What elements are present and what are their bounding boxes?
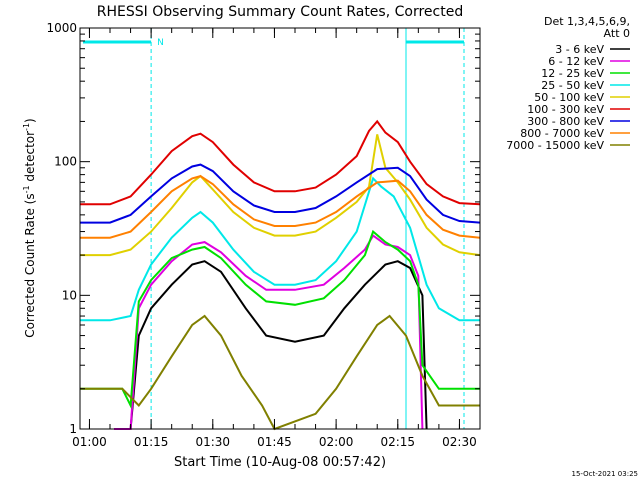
x-tick-label: 01:45 xyxy=(257,435,292,449)
y-axis: 1 10 100 1000 xyxy=(46,21,480,436)
y-tick-label: 1000 xyxy=(46,21,77,35)
footer-timestamp: 15-Oct-2021 03:25 xyxy=(572,470,638,478)
x-axis: 01:00 01:15 01:30 01:45 02:00 02:15 02:30 xyxy=(72,28,481,449)
legend-label: 800 - 7000 keV xyxy=(520,127,604,140)
y-label-text: detector xyxy=(23,131,37,186)
legend-header-line-1: Det 1,3,4,5,6,9, xyxy=(544,15,630,28)
legend-label: 3 - 6 keV xyxy=(555,43,604,56)
series-line-4 xyxy=(80,176,480,322)
night-marker-label: N xyxy=(157,38,164,48)
x-tick-label: 02:30 xyxy=(442,435,477,449)
legend-label: 25 - 50 keV xyxy=(541,79,604,92)
chart-title: RHESSI Observing Summary Count Rates, Co… xyxy=(97,4,463,20)
y-tick-label: 10 xyxy=(62,288,77,302)
series-line-8 xyxy=(80,175,481,239)
legend-label: 6 - 12 keV xyxy=(548,55,604,68)
legend-label: 50 - 100 keV xyxy=(534,91,604,104)
plot-frame xyxy=(79,27,481,430)
night-markers: N xyxy=(83,28,465,429)
series-line-5 xyxy=(80,134,481,257)
y-tick-label: 1 xyxy=(69,422,77,436)
y-label-superscript: -1 xyxy=(22,123,31,131)
y-tick-label: 100 xyxy=(54,155,77,169)
series-line-3 xyxy=(80,229,480,410)
y-label-superscript: -1 xyxy=(22,185,31,193)
x-tick-label: 02:00 xyxy=(319,435,354,449)
series-layer xyxy=(80,119,481,431)
legend-header-line-2: Att 0 xyxy=(604,27,630,40)
plot-area: N 01:00 01:15 01:30 01:45 02:00 02:15 02:30 11… xyxy=(46,21,481,449)
legend-label: 7000 - 15000 keV xyxy=(506,139,604,152)
series-line-7 xyxy=(80,163,481,224)
legend-label: 12 - 25 keV xyxy=(541,67,604,80)
x-tick-label: 01:15 xyxy=(134,435,169,449)
series-line-1 xyxy=(114,260,428,430)
y-label-text: ) xyxy=(23,118,37,123)
series-line-6 xyxy=(80,119,481,206)
legend-label: 100 - 300 keV xyxy=(527,103,604,116)
series-line-9 xyxy=(80,314,480,431)
x-axis-label: Start Time (10-Aug-08 00:57:42) xyxy=(174,455,386,470)
legend-label: 300 - 800 keV xyxy=(527,115,604,128)
x-tick-label: 01:30 xyxy=(195,435,230,449)
x-tick-label: 01:00 xyxy=(72,435,107,449)
y-axis-label: Corrected Count Rate (s-1 detector-1) xyxy=(22,118,37,337)
y-label-text: Corrected Count Rate (s xyxy=(23,193,37,337)
x-tick-label: 02:15 xyxy=(380,435,415,449)
series-line-2 xyxy=(114,234,424,430)
